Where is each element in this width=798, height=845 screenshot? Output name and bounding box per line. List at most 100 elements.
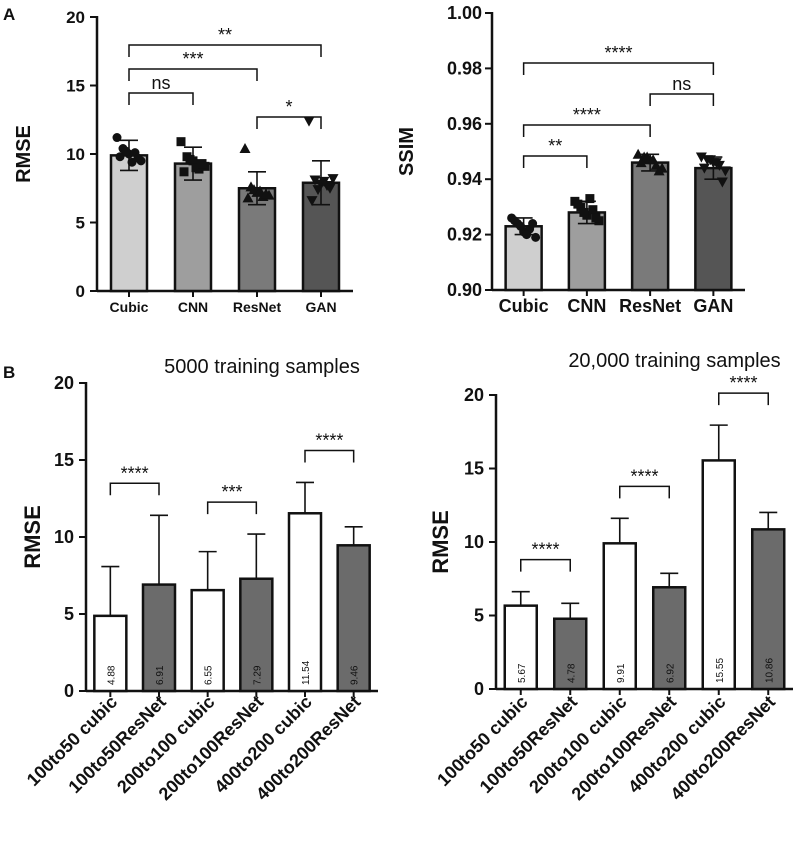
y-tick-label: 0.96 [447, 114, 482, 134]
data-point [698, 163, 710, 174]
bar [751, 528, 786, 691]
data-point [719, 166, 731, 177]
value-label: 7.29 [252, 665, 263, 685]
bar [239, 577, 274, 693]
y-axis-label: RMSE [13, 125, 35, 183]
data-point [531, 232, 541, 242]
significance-label: ns [151, 73, 170, 93]
bar [701, 459, 736, 691]
bar [109, 154, 149, 293]
panel-label-b: B [3, 363, 15, 382]
y-tick-label: 0.90 [447, 280, 482, 300]
category-label: GAN [305, 299, 336, 315]
data-point [632, 148, 644, 159]
data-point [653, 165, 665, 176]
data-point [522, 230, 532, 240]
y-axis-label: RMSE [428, 510, 453, 574]
data-point [197, 159, 207, 169]
significance-label: **** [121, 463, 149, 483]
significance-label: ** [548, 136, 562, 156]
value-label: 6.91 [155, 665, 166, 685]
data-point [716, 177, 728, 188]
significance-bracket [304, 449, 355, 463]
data-point [591, 213, 601, 223]
data-point [588, 205, 598, 215]
y-tick-label: 20 [66, 8, 85, 27]
data-point [303, 116, 315, 127]
significance-bracket [522, 62, 715, 75]
category-label: Cubic [110, 299, 149, 315]
data-point [133, 153, 143, 163]
y-tick-label: 15 [54, 450, 74, 470]
data-point [260, 188, 272, 199]
data-point [254, 185, 266, 196]
chart-3: 5000 training samplesRMSE05101520100to50… [20, 356, 378, 804]
chart-2: SSIM 0.90 0.92 0.94 0.96 0.98 1.00 Cubic CNN ResN… [396, 3, 745, 316]
value-label: 10.86 [764, 658, 775, 683]
data-point [641, 151, 653, 162]
data-point [112, 133, 122, 143]
y-tick-label: 0.98 [447, 58, 482, 78]
data-point [585, 194, 595, 204]
significance-bracket [128, 92, 194, 105]
significance-label: ns [672, 74, 691, 94]
significance-label: **** [315, 430, 343, 450]
data-point [324, 183, 336, 194]
significance-bracket [256, 116, 322, 129]
significance-bracket [206, 501, 258, 515]
y-tick-label: 0 [64, 681, 74, 701]
category-label: CNN [178, 299, 208, 315]
y-tick-label: 0 [474, 679, 484, 699]
category-label: ResNet [619, 296, 681, 316]
significance-bracket [109, 482, 160, 496]
y-tick-label: 5 [64, 604, 74, 624]
significance-label: ** [218, 25, 232, 45]
data-point [318, 176, 330, 187]
value-label: 5.67 [517, 663, 528, 683]
bar [630, 161, 670, 292]
data-point [176, 137, 186, 147]
significance-label: *** [182, 49, 203, 69]
y-tick-label: 15 [66, 77, 85, 96]
data-point [312, 185, 324, 196]
bar [173, 162, 213, 293]
value-label: 9.46 [350, 665, 361, 685]
significance-label: * [285, 97, 292, 117]
data-point [647, 154, 659, 165]
data-point [635, 157, 647, 168]
bar [694, 166, 733, 292]
chart-title: 20,000 training samples [568, 350, 780, 372]
significance-bracket [649, 93, 715, 106]
panel-label-a: A [3, 5, 15, 24]
data-point [115, 152, 125, 162]
chart-4: 20,000 training samplesRMSE05101520100to… [428, 350, 793, 804]
y-tick-label: 0 [76, 282, 85, 301]
value-label: 6.92 [665, 663, 676, 683]
y-tick-label: 20 [54, 373, 74, 393]
category-label: CNN [567, 296, 606, 316]
data-point [121, 146, 131, 156]
data-point [516, 221, 526, 231]
y-tick-label: 0.94 [447, 169, 482, 189]
chart-title: 5000 training samples [164, 356, 360, 378]
significance-label: **** [729, 373, 757, 393]
significance-bracket [520, 558, 571, 572]
category-label: GAN [693, 296, 733, 316]
data-point [695, 152, 707, 163]
data-point [191, 163, 201, 173]
data-point [510, 216, 520, 226]
y-tick-label: 5 [76, 214, 85, 233]
significance-bracket [718, 392, 769, 406]
significance-label: **** [630, 466, 658, 486]
significance-bracket [128, 68, 258, 81]
significance-bracket [522, 155, 588, 168]
y-tick-label: 10 [464, 532, 484, 552]
data-point [704, 155, 716, 166]
value-label: 15.55 [715, 658, 726, 683]
data-point [579, 207, 589, 217]
value-label: 4.88 [106, 665, 117, 685]
y-tick-label: 10 [54, 527, 74, 547]
significance-bracket [522, 124, 651, 137]
